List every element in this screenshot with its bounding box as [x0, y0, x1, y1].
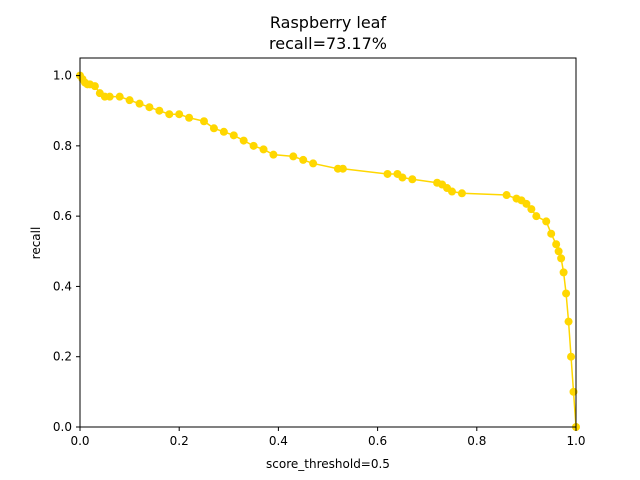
data-point: [567, 352, 576, 361]
data-point: [532, 212, 541, 221]
data-point: [554, 247, 563, 256]
plot-layer: [76, 71, 580, 431]
y-tick-label: 0.8: [53, 139, 72, 153]
x-tick-label: 0.0: [70, 434, 89, 448]
y-tick-label: 0.0: [53, 420, 72, 434]
data-point: [239, 136, 248, 145]
x-tick-label: 0.4: [269, 434, 288, 448]
data-point: [559, 268, 568, 277]
data-point: [209, 124, 218, 133]
data-point: [219, 127, 228, 136]
chart-title: Raspberry leaf: [270, 13, 387, 32]
data-point: [522, 199, 531, 208]
data-point: [542, 217, 551, 226]
x-tick-label: 0.8: [467, 434, 486, 448]
x-tick-label: 0.2: [170, 434, 189, 448]
data-point: [249, 141, 258, 150]
data-point: [299, 155, 308, 164]
data-point: [259, 145, 268, 154]
data-point: [552, 240, 561, 249]
data-point: [115, 92, 124, 101]
data-point: [557, 254, 566, 263]
data-point: [135, 99, 144, 108]
data-point: [398, 173, 407, 182]
y-tick-label: 0.2: [53, 350, 72, 364]
data-point: [200, 117, 208, 126]
y-axis-label: recall: [29, 227, 43, 260]
x-tick-label: 1.0: [566, 434, 585, 448]
data-point: [383, 169, 392, 178]
data-point: [547, 229, 556, 238]
data-point: [289, 152, 298, 161]
data-point: [309, 159, 318, 168]
data-point: [125, 96, 134, 105]
data-point: [165, 110, 174, 119]
data-point: [338, 164, 347, 173]
data-point: [145, 103, 154, 112]
y-tick-label: 1.0: [53, 69, 72, 83]
data-point: [408, 175, 417, 184]
data-point: [564, 317, 573, 326]
x-axis-label: score_threshold=0.5: [266, 457, 390, 471]
chart-subtitle: recall=73.17%: [269, 34, 387, 53]
data-point: [562, 289, 571, 298]
ticks-layer: 0.0 0.2 0.4 0.6 0.8 1.0 0.0 0.2 0.4 0.6 0.8 1.0: [53, 69, 586, 448]
data-point: [448, 187, 456, 196]
data-point: [90, 82, 99, 91]
data-point: [155, 106, 164, 115]
x-tick-label: 0.6: [368, 434, 387, 448]
data-point: [175, 110, 184, 119]
plot-frame: [79, 57, 577, 428]
y-tick-label: 0.6: [53, 209, 72, 223]
data-point: [527, 205, 536, 214]
data-point: [185, 113, 194, 122]
data-point: [502, 191, 511, 200]
data-point: [105, 92, 114, 101]
y-tick-label: 0.4: [53, 279, 72, 293]
data-point: [229, 131, 238, 140]
data-point: [269, 150, 278, 159]
data-point: [457, 189, 466, 198]
